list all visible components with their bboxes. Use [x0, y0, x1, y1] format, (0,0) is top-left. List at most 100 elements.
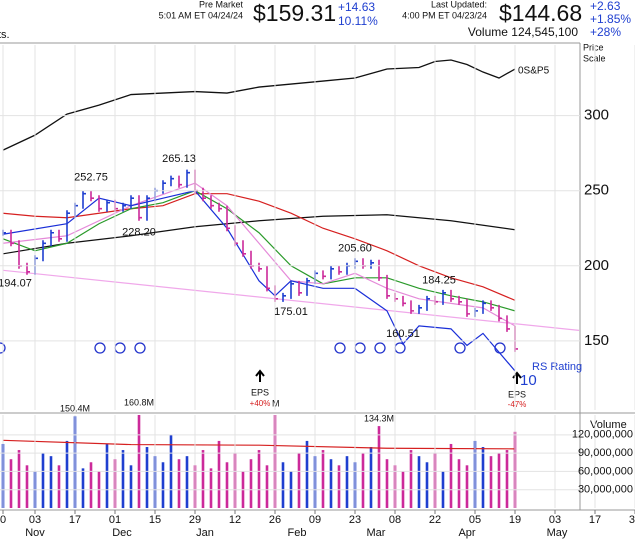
volume-bar — [121, 450, 125, 508]
volume-bar — [465, 465, 469, 508]
pre-market-price: $159.31 — [253, 0, 336, 26]
volume-bar — [345, 456, 349, 508]
price-bar — [210, 195, 214, 209]
volume-bar — [209, 468, 213, 508]
x-tick-label: 08 — [389, 514, 401, 526]
volume-bar — [409, 450, 413, 508]
volume-bar — [65, 440, 69, 508]
price-bar — [42, 240, 46, 262]
volume-bar — [265, 465, 269, 508]
x-tick-label: 05 — [469, 514, 481, 526]
volume-bar — [25, 465, 29, 508]
sp500-label: 0S&P5 — [518, 66, 550, 77]
price-bar — [178, 175, 182, 188]
price-bar — [450, 289, 454, 302]
x-tick-label: 09 — [309, 514, 321, 526]
icon — [114, 342, 126, 354]
price-scale-label: Price — [583, 42, 604, 52]
volume-bar — [41, 453, 45, 508]
price-annotation: 194.07 — [0, 278, 32, 290]
price-bar — [242, 240, 246, 257]
price-bar — [98, 195, 102, 212]
volume-bar — [17, 450, 21, 508]
icon — [354, 342, 366, 354]
price-bar — [90, 190, 94, 202]
price-pane — [2, 59, 580, 372]
icon — [394, 342, 406, 354]
x-tick-label: 15 — [149, 514, 161, 526]
eps-arrow — [512, 371, 522, 384]
x-tick-label: 29 — [189, 514, 201, 526]
volume-bar — [137, 415, 141, 508]
volume-bar — [57, 465, 61, 508]
volume-bar — [105, 443, 109, 508]
last-volume: Volume 124,545,100 — [468, 25, 578, 39]
price-annotation: 184.25 — [422, 274, 456, 286]
icon — [134, 342, 146, 354]
icon — [94, 342, 106, 354]
volume-bar — [225, 462, 229, 508]
volume-pane — [1, 415, 517, 508]
volume-bar — [89, 462, 93, 508]
icon — [0, 342, 6, 354]
x-tick-label: 12 — [229, 514, 241, 526]
volume-bar — [417, 456, 421, 508]
pre-market-change: +14.63 — [338, 0, 375, 14]
indicator-line — [2, 193, 516, 301]
price-annotation: 205.60 — [338, 242, 372, 254]
price-bar — [266, 265, 270, 292]
price-annotation: 160.51 — [386, 328, 420, 340]
price-bar — [506, 315, 510, 332]
volume-bar — [297, 453, 301, 508]
price-bar — [426, 295, 430, 311]
price-bar — [386, 274, 390, 299]
volume-bar — [129, 465, 133, 508]
indicator-line — [2, 190, 516, 312]
month-label: May — [547, 527, 568, 539]
volume-label: Volume — [590, 419, 627, 431]
x-tick-label: 22 — [429, 514, 441, 526]
price-annotation: 175.01 — [274, 306, 308, 318]
price-bar — [202, 187, 206, 202]
price-bar — [322, 270, 326, 280]
month-label: Jan — [196, 527, 214, 539]
price-bar — [362, 258, 366, 269]
rs-rating-value: 10 — [520, 372, 537, 389]
volume-label: 134.3M — [364, 413, 394, 423]
price-bar — [26, 262, 30, 275]
volume-tick-label: 90,000,000 — [578, 447, 633, 459]
y-tick-label: 250 — [584, 182, 609, 199]
price-bar — [162, 180, 166, 194]
volume-bar — [81, 468, 85, 508]
month-label: Nov — [25, 527, 45, 539]
price-bar — [170, 175, 174, 187]
icon — [334, 342, 346, 354]
volume-bar — [257, 450, 261, 508]
volume-bar — [201, 450, 205, 508]
price-bar — [290, 280, 294, 299]
price-bar — [346, 262, 350, 275]
y-tick-label: 200 — [584, 257, 609, 274]
price-bar — [298, 280, 302, 296]
x-tick-label: 03 — [29, 514, 41, 526]
eps-label: EPS — [251, 387, 269, 397]
cut-label: ts. — [0, 29, 10, 41]
price-annotation: 265.13 — [162, 153, 196, 165]
volume-bar — [457, 459, 461, 508]
volume-bar — [481, 447, 485, 508]
header: Pre Market 5:01 AM ET 04/24/24 $159.31 +… — [0, 0, 631, 41]
volume-bar — [369, 447, 373, 508]
price-annotation: 252.75 — [74, 171, 108, 183]
price-bar — [482, 300, 486, 314]
icon — [374, 342, 386, 354]
price-bar — [130, 195, 134, 209]
volume-label: 160.8M — [124, 397, 154, 407]
eps-arrow — [255, 369, 265, 382]
volume-bar — [9, 459, 13, 508]
ytd-change: +28% — [590, 25, 621, 39]
pre-market-label: Pre Market — [199, 0, 244, 9]
volume-tick-label: 30,000,000 — [578, 484, 633, 496]
volume-bar — [497, 453, 501, 508]
volume-bar — [337, 465, 341, 508]
x-tick-label: 19 — [509, 514, 521, 526]
